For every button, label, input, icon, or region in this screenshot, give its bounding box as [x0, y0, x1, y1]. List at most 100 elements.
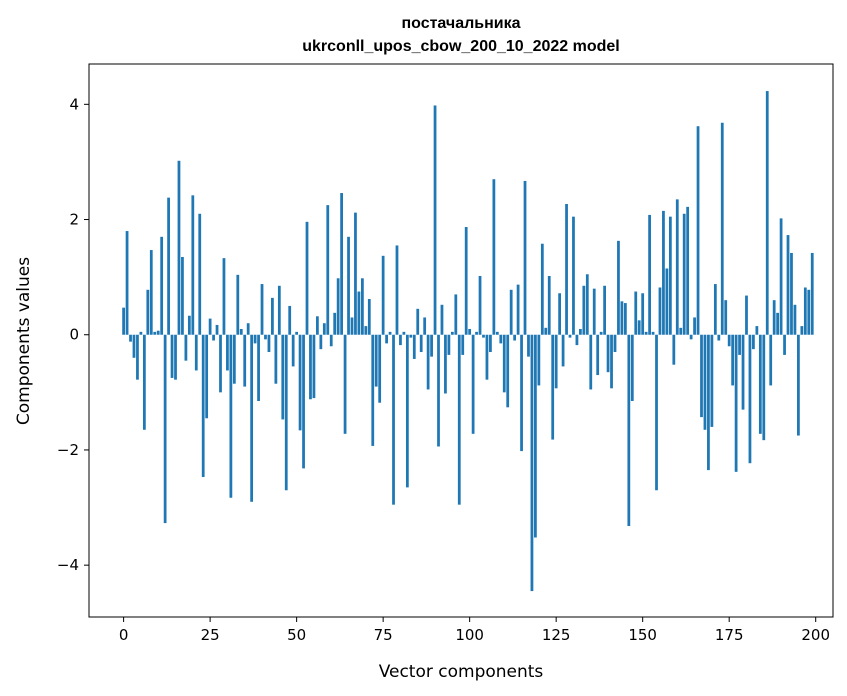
bar [727, 334, 731, 347]
bar [613, 334, 617, 353]
bar [194, 334, 198, 371]
bar [208, 318, 212, 335]
bar [444, 334, 447, 394]
y-axis-label: Components values [14, 257, 34, 425]
bar [454, 294, 458, 335]
bar [288, 305, 292, 335]
bar [271, 297, 274, 335]
bar [668, 216, 672, 335]
bar [167, 197, 170, 335]
bar [326, 205, 330, 335]
bar [374, 334, 378, 387]
bar [682, 213, 686, 335]
bar [184, 334, 188, 361]
bar [347, 236, 350, 335]
bar [274, 334, 278, 384]
bar [329, 334, 333, 347]
bar [409, 334, 413, 338]
bar [534, 334, 537, 538]
bar [250, 334, 254, 502]
bar [433, 105, 437, 335]
bar [191, 195, 195, 335]
x-tick-label: 175 [715, 626, 744, 644]
bar [696, 126, 700, 335]
bar [236, 274, 240, 335]
x-tick-label: 200 [801, 626, 830, 644]
bar [201, 334, 205, 478]
bar [198, 213, 202, 335]
bars-group [122, 91, 814, 592]
bar [139, 331, 143, 335]
bar [405, 334, 409, 488]
bar [551, 334, 555, 440]
chart-title: постачальника [401, 15, 520, 32]
bar [509, 289, 513, 335]
bar [540, 243, 544, 335]
x-tick-label: 125 [542, 626, 571, 644]
bar [713, 284, 717, 335]
y-tick-label: −4 [57, 556, 79, 574]
bar [156, 330, 160, 335]
bar [336, 278, 340, 335]
bar [482, 334, 485, 338]
bar [468, 328, 472, 335]
bar [738, 334, 741, 355]
bar [752, 334, 755, 350]
bar [305, 221, 309, 335]
bar [800, 326, 804, 335]
bar [745, 295, 748, 335]
bar [554, 334, 558, 389]
bar [499, 334, 503, 344]
x-axis-label: Vector components [379, 662, 544, 682]
bar [322, 323, 326, 335]
bar [395, 245, 399, 335]
bar [603, 285, 606, 335]
bar [253, 334, 257, 344]
bar [623, 303, 627, 335]
x-tick-label: 50 [287, 626, 306, 644]
bar [599, 331, 603, 335]
bar [447, 334, 451, 355]
bar [243, 334, 247, 387]
bar [790, 252, 793, 335]
bar [582, 285, 586, 335]
bar [686, 206, 690, 335]
bar [807, 289, 811, 335]
y-tick-label: 0 [69, 326, 79, 344]
bar [122, 307, 125, 335]
bar [547, 275, 551, 335]
bar [783, 334, 786, 355]
bar [585, 274, 589, 335]
bar [399, 334, 402, 346]
bar [402, 331, 406, 335]
bar [471, 334, 475, 434]
plot-frame [88, 63, 834, 618]
bar [769, 334, 773, 386]
bar [478, 275, 482, 335]
bar [371, 334, 375, 446]
bar [575, 334, 579, 346]
bar [125, 231, 129, 335]
bar [160, 236, 164, 335]
bar [689, 334, 693, 340]
bar [129, 334, 132, 342]
bar [219, 334, 222, 393]
bar [561, 334, 565, 367]
bar [309, 334, 312, 400]
bar [707, 334, 710, 471]
bar [177, 160, 181, 335]
bar [340, 193, 343, 335]
bar [367, 299, 371, 335]
bar [364, 326, 368, 335]
bar [610, 334, 613, 389]
bar [675, 199, 679, 335]
x-tick-label: 0 [119, 626, 129, 644]
bar [502, 334, 506, 393]
bar [181, 256, 184, 335]
bar [302, 334, 305, 469]
bar [506, 334, 510, 408]
bar [630, 334, 634, 401]
bar [568, 334, 572, 338]
bar [239, 328, 243, 335]
